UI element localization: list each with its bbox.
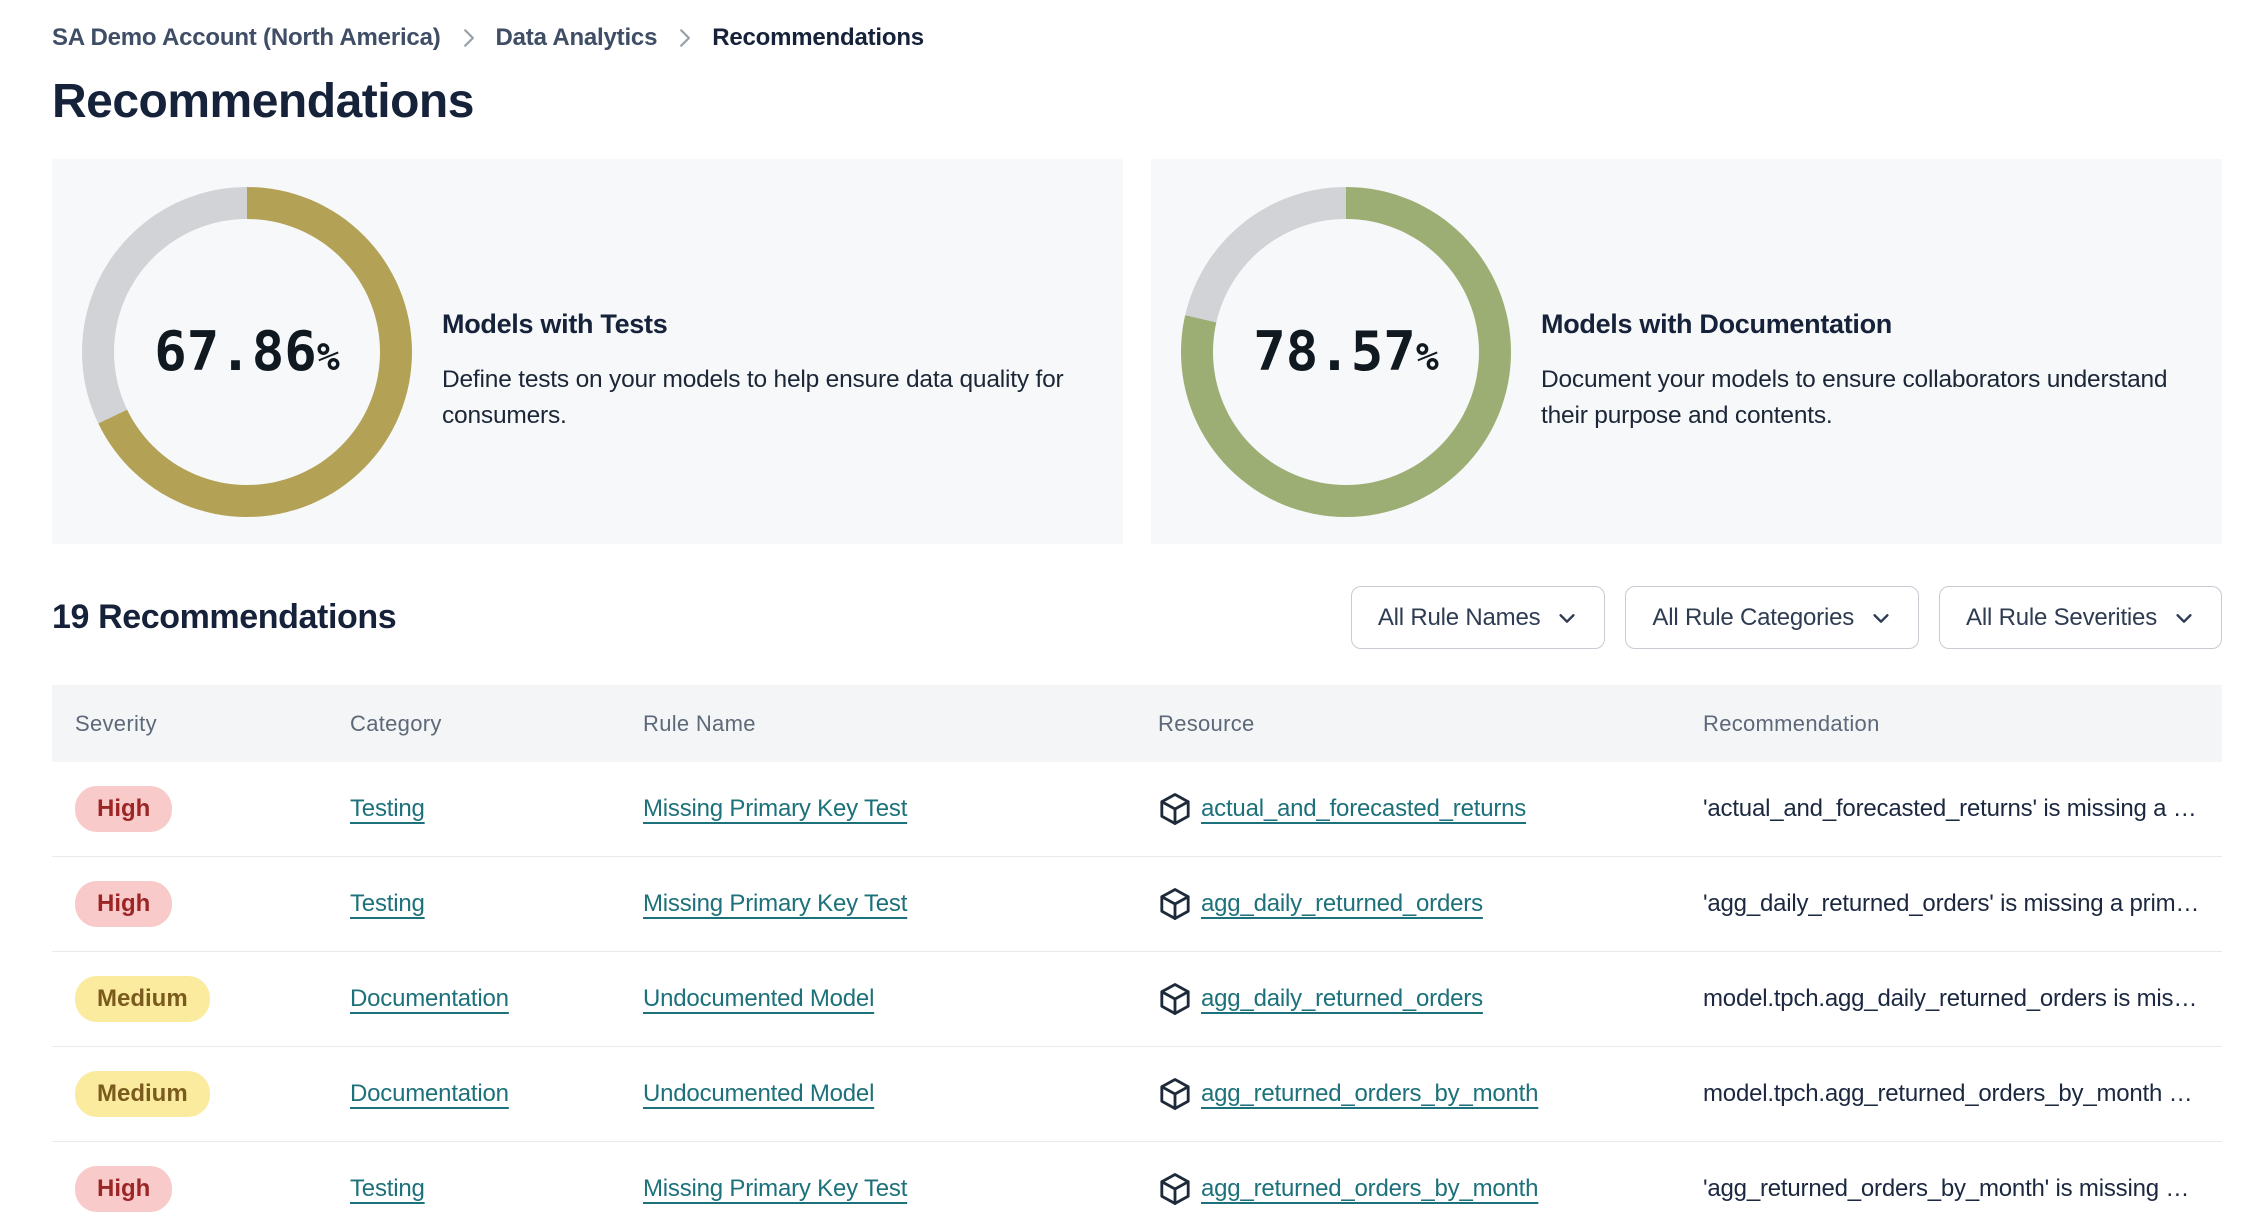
card-description: Define tests on your models to help ensu… (442, 366, 1064, 429)
category-link[interactable]: Documentation (350, 985, 509, 1012)
tests-coverage-donut-chart: 67.86% (82, 186, 412, 517)
card-description: Document your models to ensure collabora… (1541, 366, 2168, 429)
table-row: High Testing Missing Primary Key Test ag… (52, 1142, 2222, 1220)
list-header: 19 Recommendations All Rule Names All Ru… (52, 586, 2222, 649)
column-header-resource: Resource (1158, 710, 1255, 736)
severity-badge: High (75, 1166, 173, 1212)
docs-coverage-donut-chart: 78.57% (1181, 186, 1511, 517)
table-row: Medium Documentation Undocumented Model … (52, 952, 2222, 1047)
recommendations-table: Severity Category Rule Name Resource Rec… (52, 685, 2222, 1220)
rule-name-link[interactable]: Missing Primary Key Test (643, 795, 908, 822)
recommendation-text: 'actual_and_forecasted_returns' is missi… (1703, 795, 2197, 822)
resource-link[interactable]: actual_and_forecasted_returns (1201, 795, 1527, 822)
summary-cards: 67.86% Models with Tests Define tests on… (52, 159, 2222, 544)
category-link[interactable]: Testing (350, 1175, 425, 1202)
rule-name-link[interactable]: Undocumented Model (643, 1080, 875, 1107)
resource-link[interactable]: agg_daily_returned_orders (1201, 890, 1483, 917)
resource-link[interactable]: agg_returned_orders_by_month (1201, 1080, 1539, 1107)
table-row: Medium Documentation Undocumented Model … (52, 1047, 2222, 1142)
rule-names-filter-dropdown[interactable]: All Rule Names (1350, 586, 1606, 649)
rule-severities-filter-dropdown[interactable]: All Rule Severities (1939, 586, 2222, 649)
breadcrumb-account-link[interactable]: SA Demo Account (North America) (52, 24, 441, 51)
column-header-severity: Severity (75, 710, 157, 736)
breadcrumb-current: Recommendations (712, 24, 924, 51)
models-with-tests-card: 67.86% Models with Tests Define tests on… (52, 159, 1123, 544)
page-title: Recommendations (52, 75, 474, 128)
category-link[interactable]: Documentation (350, 1080, 509, 1107)
severity-badge: Medium (75, 976, 210, 1022)
chevron-right-icon (677, 27, 692, 49)
category-link[interactable]: Testing (350, 890, 425, 917)
resource-link[interactable]: agg_daily_returned_orders (1201, 985, 1483, 1012)
chevron-down-icon (2173, 607, 2195, 629)
card-title: Models with Documentation (1541, 309, 1893, 339)
filter-bar: All Rule Names All Rule Categories All R… (1350, 586, 2222, 649)
recommendation-text: 'agg_returned_orders_by_month' is missin… (1703, 1175, 2190, 1202)
breadcrumb-project-link[interactable]: Data Analytics (495, 24, 658, 51)
card-title: Models with Tests (442, 309, 668, 339)
category-link[interactable]: Testing (350, 795, 425, 822)
column-header-category: Category (350, 710, 442, 736)
chevron-down-icon (1870, 607, 1892, 629)
severity-badge: Medium (75, 1071, 210, 1117)
severity-badge: High (75, 881, 173, 927)
resource-link[interactable]: agg_returned_orders_by_month (1201, 1175, 1539, 1202)
column-header-recommendation: Recommendation (1703, 710, 1880, 736)
chevron-right-icon (461, 27, 476, 49)
docs-coverage-percent: 78.57% (1253, 320, 1439, 383)
chevron-down-icon (1556, 607, 1578, 629)
table-body: High Testing Missing Primary Key Test ac… (52, 762, 2222, 1220)
table-row: High Testing Missing Primary Key Test ac… (52, 762, 2222, 857)
model-cube-icon (1158, 887, 1192, 921)
tests-coverage-percent: 67.86% (154, 320, 340, 383)
recommendation-text: model.tpch.agg_returned_orders_by_month … (1703, 1080, 2193, 1107)
rule-name-link[interactable]: Missing Primary Key Test (643, 890, 908, 917)
recommendation-text: model.tpch.agg_daily_returned_orders is … (1703, 985, 2198, 1012)
model-cube-icon (1158, 1077, 1192, 1111)
model-cube-icon (1158, 792, 1192, 826)
severity-badge: High (75, 786, 173, 832)
column-header-rule-name: Rule Name (643, 710, 756, 736)
table-row: High Testing Missing Primary Key Test ag… (52, 857, 2222, 952)
recommendation-text: 'agg_daily_returned_orders' is missing a… (1703, 890, 2200, 917)
rule-categories-filter-dropdown[interactable]: All Rule Categories (1625, 586, 1920, 649)
table-header-row: Severity Category Rule Name Resource Rec… (52, 685, 2222, 762)
models-with-documentation-card: 78.57% Models with Documentation Documen… (1151, 159, 2222, 544)
rule-name-link[interactable]: Missing Primary Key Test (643, 1175, 908, 1202)
model-cube-icon (1158, 982, 1192, 1016)
recommendations-count-title: 19 Recommendations (52, 598, 397, 636)
breadcrumb: SA Demo Account (North America) Data Ana… (52, 24, 2222, 52)
rule-name-link[interactable]: Undocumented Model (643, 985, 875, 1012)
model-cube-icon (1158, 1172, 1192, 1206)
